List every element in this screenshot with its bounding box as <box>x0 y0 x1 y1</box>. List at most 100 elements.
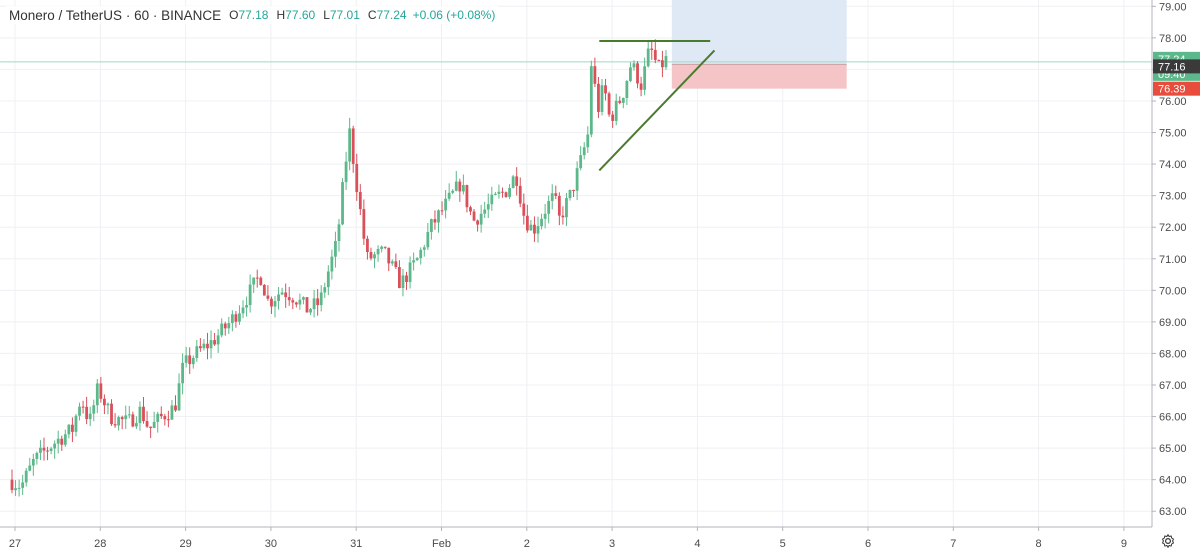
candle <box>42 437 46 461</box>
gear-icon <box>1162 534 1174 548</box>
candle-body <box>149 426 153 428</box>
candle <box>380 245 384 253</box>
candle-body <box>557 195 561 216</box>
candle-body <box>465 185 469 208</box>
candle <box>113 413 117 428</box>
candle-body <box>387 247 391 264</box>
time-tick-label: Feb <box>432 538 451 550</box>
candle <box>177 373 181 411</box>
candle <box>458 178 462 202</box>
candle-body <box>398 267 401 289</box>
price-tick-label: 65.00 <box>1159 443 1187 455</box>
candle-body <box>138 406 142 424</box>
candle <box>525 204 529 233</box>
candle <box>195 340 199 362</box>
candle <box>316 288 320 316</box>
candle-body <box>238 313 241 322</box>
candle-body <box>213 340 216 345</box>
candle-body <box>636 63 639 84</box>
time-tick-label: 3 <box>609 538 615 550</box>
candle <box>92 399 96 422</box>
time-tick-label: 9 <box>1121 538 1127 550</box>
price-tick-label: 74.00 <box>1159 159 1187 171</box>
candle <box>398 260 401 289</box>
candle-body <box>643 66 647 90</box>
settings-button[interactable] <box>1156 530 1180 552</box>
candle <box>373 251 376 269</box>
candle <box>67 424 71 439</box>
candle <box>277 287 280 310</box>
candle <box>621 97 625 109</box>
exchange: BINANCE <box>161 7 222 23</box>
candle <box>543 204 547 229</box>
candle <box>454 171 458 192</box>
candle <box>383 246 387 250</box>
candle <box>582 142 586 160</box>
candle-body <box>92 405 96 414</box>
candle-body <box>366 238 369 253</box>
candle <box>550 184 554 210</box>
price-tick-label: 73.00 <box>1159 191 1187 203</box>
close-label: C <box>367 8 377 22</box>
candle <box>586 126 590 153</box>
candle <box>60 435 64 451</box>
candle <box>188 347 192 374</box>
candle <box>344 151 348 190</box>
candle-body <box>330 256 334 272</box>
candle <box>206 332 209 360</box>
candle-body <box>586 134 590 148</box>
candle <box>589 60 593 138</box>
price-tick-label: 78.00 <box>1159 33 1187 45</box>
candle-body <box>358 192 362 210</box>
price-tick-label: 64.00 <box>1159 475 1187 487</box>
candle-body <box>661 60 664 68</box>
candle-body <box>241 307 245 314</box>
candle-body <box>134 423 138 427</box>
candle-body <box>28 465 32 471</box>
candle-body <box>597 83 600 112</box>
candle <box>21 474 25 495</box>
candle <box>486 193 490 219</box>
open-value: 77.18 <box>238 8 269 22</box>
time-tick-label: 2 <box>524 538 530 550</box>
candle-body <box>447 192 451 199</box>
candle <box>294 301 298 308</box>
price-tick-label: 66.00 <box>1159 412 1187 424</box>
candle-body <box>529 224 533 231</box>
candle <box>518 177 522 208</box>
candle-body <box>195 346 199 359</box>
candle <box>653 39 657 64</box>
candle-body <box>152 421 156 428</box>
candle-body <box>163 416 167 420</box>
candle-body <box>294 302 298 305</box>
candle-body <box>78 406 81 416</box>
pattern-lines[interactable] <box>598 40 716 172</box>
candle <box>657 59 661 62</box>
candle <box>305 297 309 313</box>
candle <box>163 413 167 426</box>
candle-body <box>156 413 160 422</box>
candle-body <box>337 224 341 242</box>
candle-body <box>17 487 21 489</box>
candle <box>661 50 664 78</box>
candle-body <box>319 292 323 306</box>
candle <box>515 167 519 196</box>
candle <box>17 479 21 497</box>
candle-body <box>131 414 135 427</box>
candle-body <box>437 210 440 223</box>
candle <box>522 193 526 225</box>
candle <box>319 285 323 312</box>
candle-body <box>145 421 149 427</box>
candle-body <box>472 211 476 221</box>
candle <box>149 426 153 439</box>
candle-body <box>234 314 238 322</box>
stop-zone <box>671 64 847 89</box>
candle <box>639 76 643 97</box>
candle <box>209 330 213 359</box>
candle <box>81 400 85 414</box>
candle-body <box>316 298 320 306</box>
candle-body <box>632 63 636 68</box>
support-trendline[interactable] <box>598 49 716 172</box>
candle <box>422 244 426 257</box>
